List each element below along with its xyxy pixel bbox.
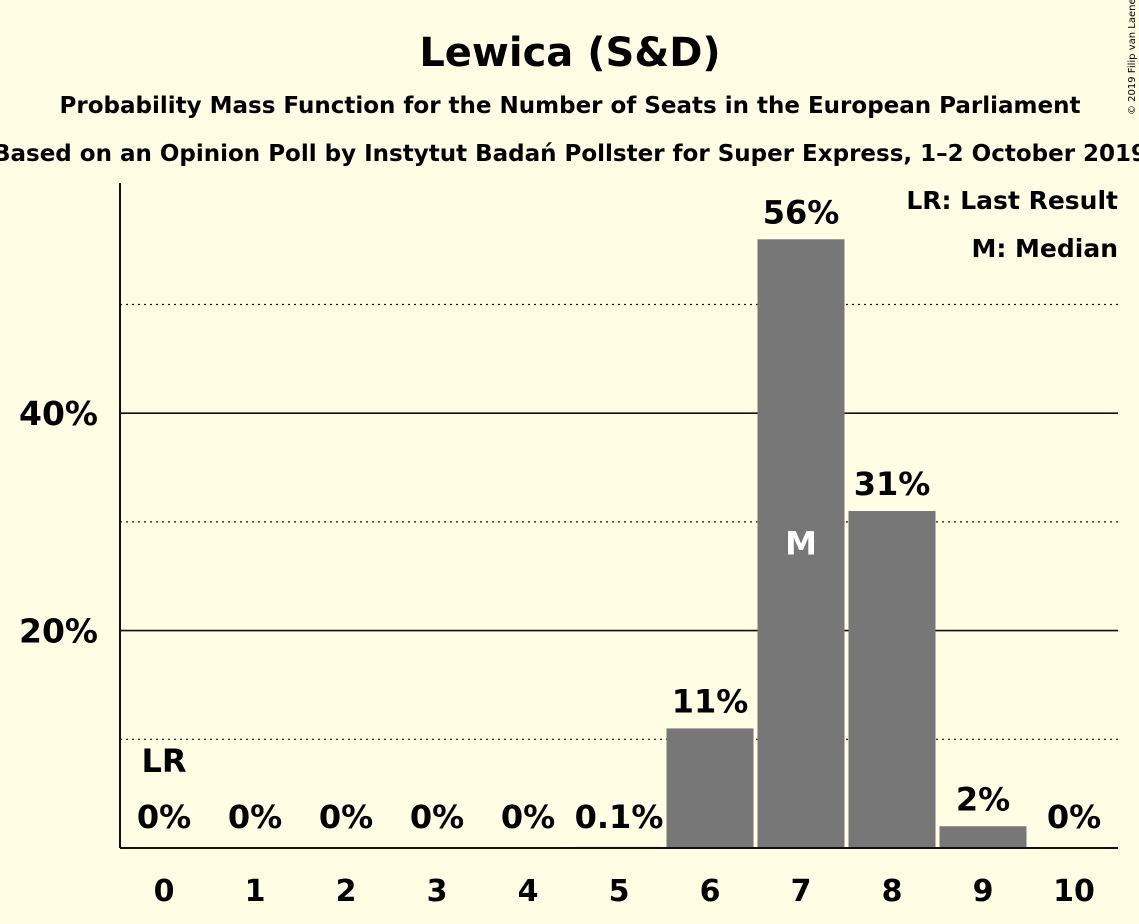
median-marker: M xyxy=(785,525,817,563)
bar xyxy=(666,728,754,848)
data-label: 0.1% xyxy=(575,798,664,836)
x-tick-label: 7 xyxy=(791,874,812,909)
y-tick-label: 40% xyxy=(19,394,98,433)
data-label: 0% xyxy=(319,798,373,836)
data-label: 0% xyxy=(501,798,555,836)
x-tick-label: 4 xyxy=(518,874,539,909)
data-label: 31% xyxy=(854,465,931,503)
x-tick-label: 0 xyxy=(154,874,175,909)
data-label: 0% xyxy=(137,798,191,836)
x-tick-label: 9 xyxy=(973,874,994,909)
x-tick-label: 1 xyxy=(245,874,266,909)
x-tick-label: 3 xyxy=(427,874,448,909)
x-tick-label: 10 xyxy=(1053,874,1095,909)
legend-last-result: LR: Last Result xyxy=(906,186,1118,215)
y-tick-label: 20% xyxy=(19,612,98,651)
data-label: 11% xyxy=(672,682,749,720)
data-label: 56% xyxy=(763,193,840,231)
bars xyxy=(575,239,1027,848)
axes: 20% 40% 0 1 2 3 4 5 6 7 8 9 10 xyxy=(19,183,1118,909)
data-label: 2% xyxy=(956,780,1010,818)
bar xyxy=(939,826,1027,848)
last-result-marker: LR xyxy=(141,742,186,780)
x-tick-label: 8 xyxy=(882,874,903,909)
bar xyxy=(757,239,845,848)
legend-median: M: Median xyxy=(971,234,1118,263)
x-tick-label: 6 xyxy=(700,874,721,909)
credit-text: © 2019 Filip van Laenen xyxy=(1127,0,1138,115)
grid xyxy=(120,303,1118,740)
x-tick-label: 2 xyxy=(336,874,357,909)
data-label: 0% xyxy=(410,798,464,836)
chart-subtitle: Probability Mass Function for the Number… xyxy=(60,93,1081,119)
x-tick-label: 5 xyxy=(609,874,630,909)
data-label: 0% xyxy=(1047,798,1101,836)
chart-subtitle-source: Based on an Opinion Poll by Instytut Bad… xyxy=(0,141,1139,167)
data-label: 0% xyxy=(228,798,282,836)
chart-title: Lewica (S&D) xyxy=(419,30,720,76)
bar xyxy=(848,511,936,848)
data-labels: 0% 0% 0% 0% 0% 0.1% 11% 56% 31% 2% 0% M LR xyxy=(137,193,1101,836)
